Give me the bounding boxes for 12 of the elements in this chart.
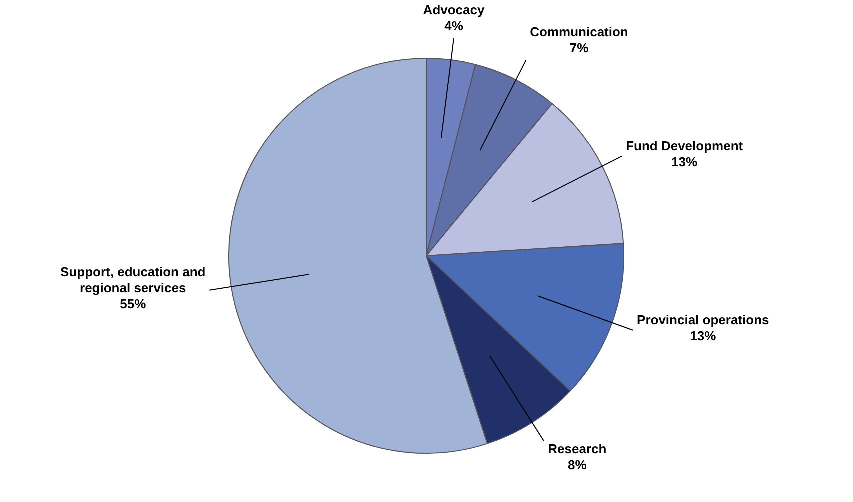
- data-label: 13%: [690, 328, 717, 344]
- data-label: 13%: [672, 154, 698, 170]
- slice-label: Provincial operations: [637, 312, 770, 328]
- data-label: 55%: [120, 296, 147, 312]
- data-label: 8%: [568, 457, 588, 472]
- data-label: 4%: [444, 18, 464, 34]
- slice-label: Research: [548, 441, 607, 456]
- data-label: 7%: [570, 40, 590, 56]
- slice-label: Fund Development: [626, 138, 744, 154]
- slice-label: Support, education and regional services: [60, 264, 206, 296]
- slice-label: Communication: [530, 24, 628, 40]
- slice-label: Advocacy: [423, 2, 486, 18]
